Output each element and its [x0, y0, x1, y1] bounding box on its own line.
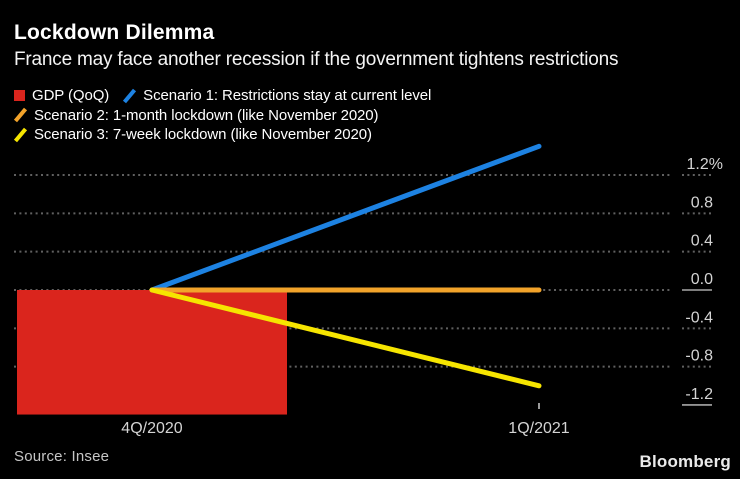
x-tick-label: 4Q/2020 — [121, 420, 182, 437]
legend-row: Scenario 3: 7-week lockdown (like Novemb… — [14, 125, 445, 145]
bloomberg-logo: Bloomberg — [639, 452, 731, 471]
slash-icon — [14, 127, 27, 143]
scenario-1-line — [149, 143, 542, 293]
legend-row: GDP (QoQ) Scenario 1: Restrictions stay a… — [14, 86, 445, 106]
legend-item-label: Scenario 3: 7-week lockdown (like Novemb… — [34, 126, 372, 144]
slash-icon — [14, 107, 27, 123]
legend-item-label: Scenario 1: Restrictions stay at current… — [143, 87, 432, 105]
chart-area: 1.2% 0.8 0.4 0.0 -0.4 -0.8 -1.2 4Q/2020 1Q/2021 — [0, 140, 740, 440]
page-title: Lockdown Dilemma — [14, 21, 215, 44]
chart: 1.2% 0.8 0.4 0.0 -0.4 -0.8 -1.2 4Q/2020 1Q/2021 — [14, 143, 723, 437]
square-icon — [14, 90, 25, 102]
x-tick-label: 1Q/2021 — [508, 420, 569, 437]
y-tick-label: 1.2% — [687, 156, 723, 173]
legend-item: Scenario 1: Restrictions stay at current… — [123, 87, 431, 104]
legend: GDP (QoQ) Scenario 1: Restrictions stay a… — [14, 86, 445, 145]
y-tick-label: -0.4 — [685, 309, 713, 326]
slash-icon — [123, 88, 137, 104]
y-tick-label: 0.8 — [691, 194, 713, 211]
y-tick-label: -0.8 — [685, 348, 713, 365]
legend-item: Scenario 2: 1-month lockdown (like Novem… — [14, 106, 379, 124]
legend-item-label: Scenario 2: 1-month lockdown (like Novem… — [34, 106, 379, 124]
legend-row: Scenario 2: 1-month lockdown (like Novem… — [14, 106, 445, 126]
source-note: Source: Insee — [14, 448, 110, 465]
gdp-bar — [17, 290, 287, 415]
legend-item-label: GDP (QoQ) — [32, 87, 110, 105]
scenario-3-line — [149, 287, 542, 389]
y-tick-label: 0.4 — [691, 233, 713, 250]
page-subtitle: France may face another recession if the… — [14, 49, 619, 70]
legend-item: GDP (QoQ) — [14, 87, 109, 104]
y-tick-label: -1.2 — [685, 386, 713, 403]
y-tick-label: 0.0 — [691, 271, 713, 288]
legend-item: Scenario 3: 7-week lockdown (like Novemb… — [14, 126, 372, 143]
